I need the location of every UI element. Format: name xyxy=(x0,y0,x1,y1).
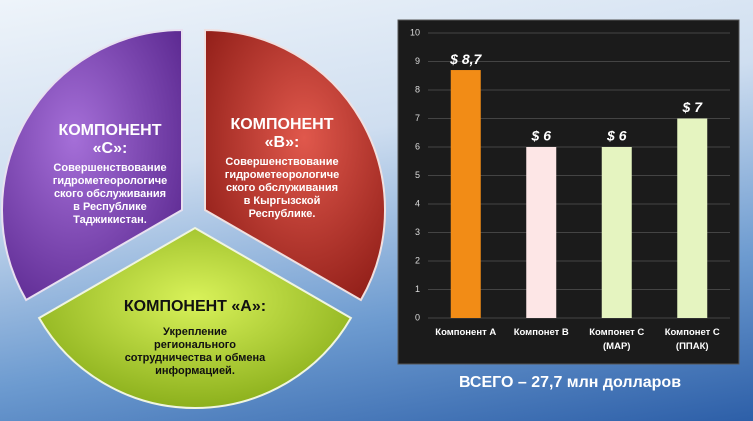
value-label: $ 6 xyxy=(606,128,627,144)
x-tick-label: Компонент А xyxy=(435,327,497,338)
y-tick-label: 9 xyxy=(415,56,420,66)
segment-title: КОМПОНЕНТ «B»: xyxy=(230,116,334,151)
y-tick-label: 4 xyxy=(415,198,420,208)
segment-title: КОМПОНЕНТ «C»: xyxy=(58,122,162,157)
segment-text: Совершенствование гидрометеорологиче ско… xyxy=(224,156,340,220)
value-label: $ 7 xyxy=(682,99,704,115)
total: ВСЕГО – 27,7 млн долларов xyxy=(458,374,682,391)
value-label: $ 8,7 xyxy=(449,51,482,67)
x-tick-label: Компонет С (MAP) xyxy=(589,327,645,352)
y-tick-label: 7 xyxy=(415,113,420,123)
x-tick-label: Компонет В xyxy=(513,327,569,338)
x-tick-label: Компонет С (ППАК) xyxy=(664,327,720,352)
y-tick-label: 10 xyxy=(410,27,420,37)
bar xyxy=(601,147,632,318)
segment-text: Укрепление регионального сотрудничества … xyxy=(124,326,266,377)
y-tick-label: 3 xyxy=(415,227,420,237)
y-tick-label: 1 xyxy=(415,284,420,294)
bar xyxy=(450,70,481,318)
segment-b xyxy=(204,28,386,302)
y-tick-label: 8 xyxy=(415,84,420,94)
y-tick-label: 2 xyxy=(415,255,420,265)
y-tick-label: 0 xyxy=(415,312,420,322)
bar xyxy=(526,147,557,318)
segment-text: Совершенствование гидрометеорологиче ско… xyxy=(52,162,168,226)
segment-title: КОМПОНЕНТ «A»: xyxy=(123,298,267,315)
bar-chart: 0 1 2 3 4 5 6 7 8 9 10 $ 8,7 $ 6 $ 6 $ 7 xyxy=(410,27,730,322)
value-label: $ 6 xyxy=(531,128,552,144)
bar xyxy=(677,118,708,318)
y-tick-label: 6 xyxy=(415,141,420,151)
segment-a xyxy=(37,226,353,410)
y-tick-label: 5 xyxy=(415,170,420,180)
segment-c xyxy=(1,28,183,302)
